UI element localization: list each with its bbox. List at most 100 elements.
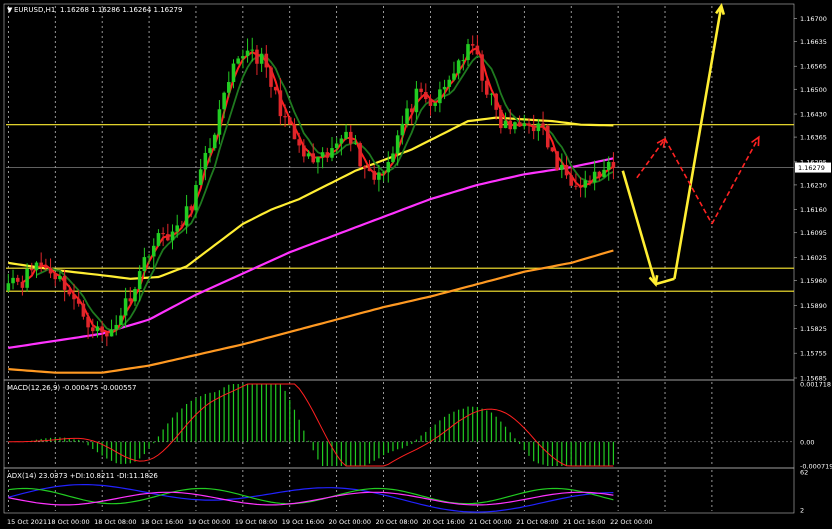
candle — [95, 326, 100, 332]
candle — [414, 88, 419, 113]
candle — [245, 50, 250, 57]
candle — [428, 99, 433, 106]
price-tick-label: 1.15755 — [800, 350, 827, 358]
macd-tick-label: 0.00 — [800, 438, 814, 446]
candle — [109, 329, 114, 337]
time-tick-label: 15 Oct 2021 — [7, 518, 47, 526]
candle — [297, 139, 301, 146]
arrow-segment — [711, 136, 760, 225]
forecast-arrows — [621, 3, 760, 287]
candle — [433, 103, 437, 106]
candle — [574, 185, 578, 187]
candle — [100, 326, 104, 333]
current-price-badge — [795, 162, 831, 173]
chart-symbol: EURUSD,H1 — [14, 6, 55, 14]
price-tick-label: 1.16500 — [800, 86, 827, 94]
candle — [583, 180, 588, 188]
candle — [194, 184, 198, 211]
candle — [6, 283, 11, 291]
candle — [592, 171, 597, 183]
candle — [597, 171, 602, 178]
macd-tick-label: -0.000719 — [800, 463, 832, 471]
candle — [20, 281, 25, 288]
chart-ohlc: 1.16268 1.16286 1.16264 1.16279 — [60, 6, 182, 14]
candle — [231, 63, 236, 83]
candle — [602, 169, 606, 178]
price-tick-label: 1.15960 — [800, 277, 827, 285]
price-tick-label: 1.16160 — [800, 206, 827, 214]
arrow-segment — [673, 5, 723, 280]
candle — [494, 93, 498, 110]
candle — [531, 125, 536, 132]
candle — [76, 299, 81, 304]
candle — [395, 135, 400, 154]
chart-header-icon[interactable]: ▼ — [7, 6, 13, 14]
candle — [484, 80, 489, 95]
candle — [25, 268, 29, 288]
candle — [133, 289, 137, 302]
candle — [456, 60, 461, 74]
candle — [161, 233, 165, 235]
fast-ma-line — [36, 54, 614, 332]
candle — [15, 277, 20, 282]
candle — [123, 298, 128, 316]
grid-lines — [7, 6, 713, 511]
candle — [62, 275, 67, 290]
candlesticks — [6, 35, 616, 347]
candle — [372, 171, 376, 180]
adx-indicator: 62 2 — [8, 469, 808, 515]
candle — [560, 164, 564, 170]
candle — [236, 58, 240, 64]
candle — [438, 89, 442, 104]
candle — [250, 49, 255, 51]
candle — [442, 86, 447, 90]
price-tick-label: 1.16230 — [800, 181, 827, 189]
candle — [34, 262, 39, 271]
candle — [90, 327, 95, 332]
adx-tick-label: 2 — [800, 507, 804, 515]
time-tick-label: 19 Oct 08:00 — [235, 518, 277, 526]
candle — [578, 186, 583, 188]
candle — [283, 116, 287, 118]
candle — [503, 120, 508, 129]
macd-tick-label: 0.001718 — [800, 381, 831, 389]
time-axis: 15 Oct 2021 18 Oct 00:00 18 Oct 08:00 18 Oc… — [7, 518, 652, 526]
candle — [166, 234, 170, 241]
candle — [81, 303, 86, 317]
price-tick-label: 1.16365 — [800, 134, 827, 142]
candle — [381, 172, 386, 174]
candle — [508, 120, 513, 130]
candle — [287, 117, 292, 125]
candle — [316, 156, 320, 163]
macd-signal-line — [8, 383, 614, 467]
time-tick-label: 19 Oct 00:00 — [188, 518, 230, 526]
macd-indicator: 0.001718 0.00 -0.000719 — [6, 381, 832, 471]
price-tick-label: 1.16295 — [800, 158, 827, 166]
candle — [569, 175, 573, 186]
adx-header: ADX(14) 23.0373 +DI:10.8211 -DI:11.1826 — [7, 472, 158, 480]
candle — [475, 45, 480, 55]
candle — [30, 268, 34, 271]
candle — [424, 92, 428, 100]
candle — [353, 143, 358, 145]
candle — [447, 79, 452, 87]
adx-tick-label: 62 — [800, 469, 808, 477]
candle — [128, 298, 133, 302]
candle — [545, 125, 550, 148]
time-tick-label: 21 Oct 08:00 — [516, 518, 558, 526]
moving-averages — [8, 46, 614, 374]
macd-header: MACD(12,26,9) -0.000475 -0.000557 — [7, 384, 136, 392]
candle — [11, 277, 15, 284]
time-tick-label: 18 Oct 00:00 — [47, 518, 89, 526]
candle — [517, 122, 522, 127]
candle — [44, 265, 48, 269]
candle — [452, 73, 456, 80]
candle — [419, 88, 423, 93]
adx-plus-di-line — [8, 487, 614, 505]
candle — [208, 148, 212, 153]
candle — [53, 273, 58, 280]
candle — [227, 82, 231, 93]
candle — [405, 108, 409, 124]
macd-panel-frame — [3, 379, 795, 469]
candle — [386, 162, 391, 173]
